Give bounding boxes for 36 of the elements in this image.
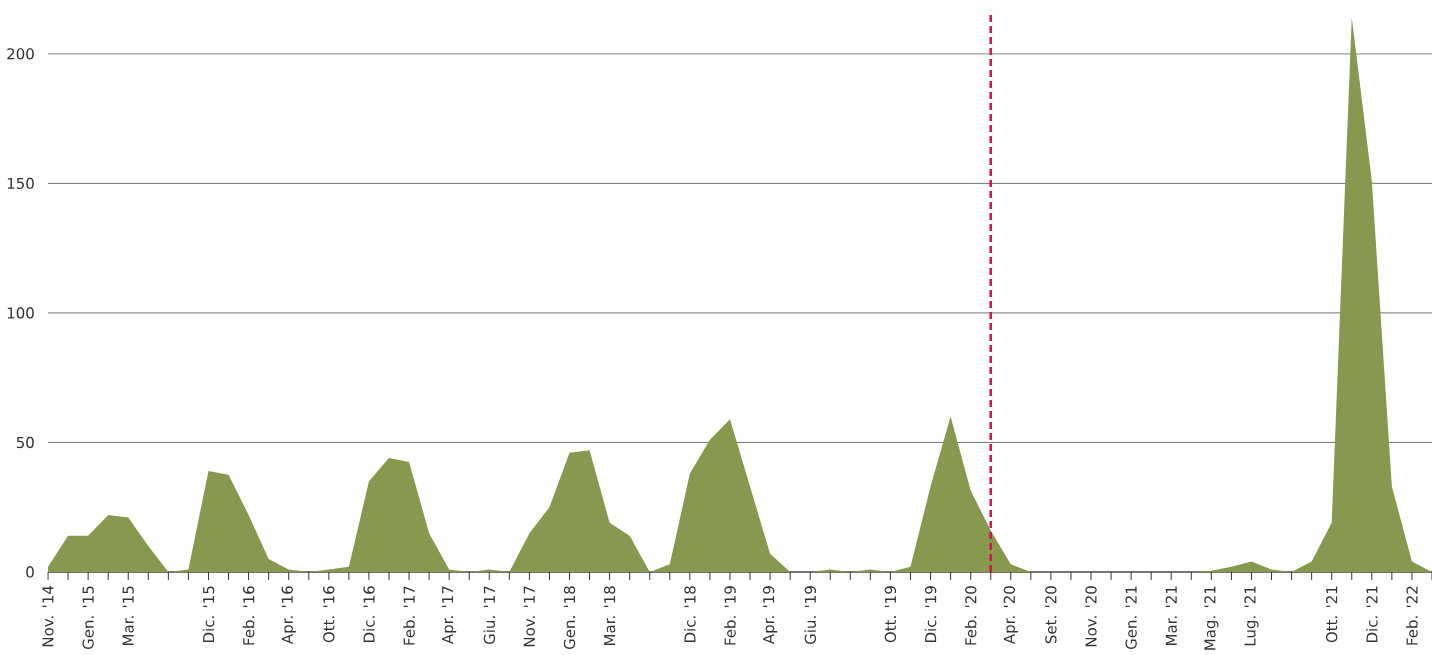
y-tick-label: 100 <box>7 307 34 319</box>
x-tick-label: Ott. '16 <box>323 586 335 643</box>
x-tick-label: Mar. '18 <box>603 586 616 645</box>
x-tick-label: Feb. '17 <box>403 586 415 645</box>
x-tick-label: Lug. '21 <box>1244 586 1259 646</box>
x-tick-label: Nov. '14 <box>42 586 54 647</box>
x-tick-label: Apr. '19 <box>762 586 778 644</box>
y-tick-label: 0 <box>26 566 34 578</box>
x-tick-label: Apr. '20 <box>1003 586 1018 644</box>
x-tick-label: Apr. '17 <box>442 586 457 644</box>
y-tick-label: 150 <box>7 177 34 190</box>
x-tick-label: Feb. '19 <box>724 586 736 645</box>
x-tick-label: Set. '20 <box>1045 586 1057 644</box>
x-tick-label: Dic. '21 <box>1366 586 1378 643</box>
x-tick-label: Dic. '19 <box>924 586 937 643</box>
x-tick-label: Gen. '21 <box>1125 586 1137 650</box>
x-tick-label: Dic. '16 <box>363 586 375 643</box>
x-tick-label: Gen. '18 <box>563 586 576 650</box>
x-tick-label: Mar. '21 <box>1165 586 1177 645</box>
x-tick-label: Dic. '18 <box>684 586 696 643</box>
x-tick-label: Ott. '21 <box>1326 586 1338 643</box>
x-tick-label: Mar. '15 <box>122 586 134 645</box>
x-tick-label: Apr. '16 <box>281 586 296 644</box>
y-tick-label: 50 <box>16 436 34 449</box>
x-tick-label: Dic. '15 <box>202 586 215 643</box>
x-tick-label: Feb. '20 <box>964 586 977 645</box>
x-tick-label: Nov. '17 <box>523 586 535 647</box>
x-tick-label: Feb. '16 <box>242 586 255 645</box>
x-tick-label: Gen. '15 <box>82 586 94 650</box>
x-tick-label: Giu. '19 <box>804 586 817 644</box>
y-tick-label: 200 <box>7 48 34 60</box>
x-tick-label: Mag. '21 <box>1204 586 1219 650</box>
x-tick-label: Feb. '22 <box>1406 586 1418 645</box>
x-tick-label: Ott. '19 <box>884 586 897 643</box>
x-tick-label: Nov. '20 <box>1085 586 1097 647</box>
x-tick-label: Giu. '17 <box>483 586 496 644</box>
